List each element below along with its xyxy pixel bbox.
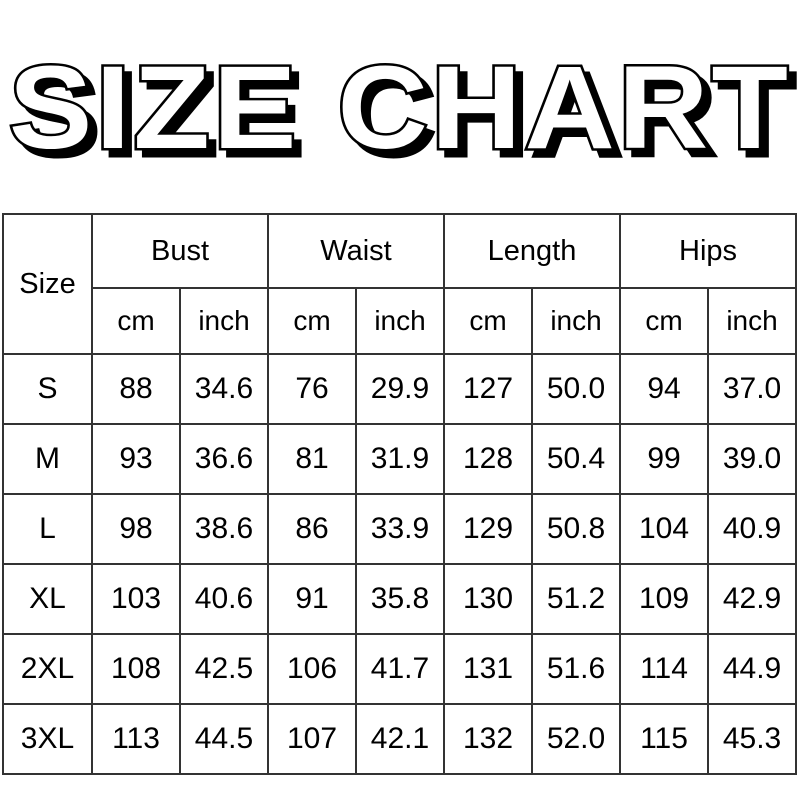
- cell-length-cm: 131: [443, 633, 533, 705]
- cell-waist-cm: 91: [267, 563, 357, 635]
- cell-hips-cm: 94: [619, 353, 710, 425]
- table-header: Size Bust Waist Length Hips cm inch cm i…: [2, 213, 798, 355]
- header-group-waist: Waist: [267, 213, 445, 289]
- header-size: Size: [2, 213, 93, 355]
- cell-length-inch: 52.0: [530, 703, 622, 775]
- cell-length-inch: 50.0: [530, 353, 622, 425]
- table-row: S 88 34.6 76 29.9 127 50.0 94 37.0: [2, 353, 798, 425]
- cell-hips-cm: 109: [619, 563, 710, 635]
- cell-hips-cm: 99: [619, 423, 710, 495]
- cell-length-inch: 51.6: [530, 633, 622, 705]
- cell-waist-inch: 42.1: [355, 703, 445, 775]
- table-row: XL 103 40.6 91 35.8 130 51.2 109 42.9: [2, 563, 798, 635]
- cell-length-inch: 50.8: [530, 493, 622, 565]
- table-row: M 93 36.6 81 31.9 128 50.4 99 39.0: [2, 423, 798, 495]
- cell-length-cm: 129: [443, 493, 533, 565]
- cell-length-cm: 127: [443, 353, 533, 425]
- cell-hips-inch: 44.9: [707, 633, 798, 705]
- header-unit-length-inch: inch: [530, 287, 622, 355]
- cell-waist-cm: 86: [267, 493, 357, 565]
- header-group-hips: Hips: [619, 213, 798, 289]
- cell-bust-cm: 93: [91, 423, 181, 495]
- row-size-label: L: [2, 493, 93, 565]
- row-size-label: 3XL: [2, 703, 93, 775]
- size-chart-table-wrapper: Size Bust Waist Length Hips cm inch cm i…: [2, 213, 798, 775]
- table-row: L 98 38.6 86 33.9 129 50.8 104 40.9: [2, 493, 798, 565]
- cell-hips-inch: 45.3: [707, 703, 798, 775]
- cell-bust-cm: 98: [91, 493, 181, 565]
- cell-hips-inch: 39.0: [707, 423, 798, 495]
- table-row: 2XL 108 42.5 106 41.7 131 51.6 114 44.9: [2, 633, 798, 705]
- table-body: S 88 34.6 76 29.9 127 50.0 94 37.0 M 93 …: [2, 353, 798, 775]
- cell-hips-inch: 40.9: [707, 493, 798, 565]
- title-outline-layer: SIZE CHART: [6, 42, 792, 174]
- header-row-units: cm inch cm inch cm inch cm inch: [3, 287, 798, 355]
- cell-bust-inch: 36.6: [179, 423, 269, 495]
- cell-hips-cm: 115: [619, 703, 710, 775]
- header-unit-waist-inch: inch: [355, 287, 445, 355]
- cell-waist-inch: 31.9: [355, 423, 445, 495]
- cell-waist-cm: 81: [267, 423, 357, 495]
- header-row-groups: Size Bust Waist Length Hips: [2, 213, 798, 355]
- row-size-label: XL: [2, 563, 93, 635]
- cell-waist-inch: 29.9: [355, 353, 445, 425]
- row-size-label: S: [2, 353, 93, 425]
- cell-hips-cm: 114: [619, 633, 710, 705]
- table-row: 3XL 113 44.5 107 42.1 132 52.0 115 45.3: [2, 703, 798, 775]
- cell-bust-inch: 34.6: [179, 353, 269, 425]
- size-chart-table: Size Bust Waist Length Hips cm inch cm i…: [2, 213, 798, 775]
- cell-hips-cm: 104: [619, 493, 710, 565]
- cell-waist-cm: 76: [267, 353, 357, 425]
- cell-length-cm: 130: [443, 563, 533, 635]
- cell-waist-inch: 41.7: [355, 633, 445, 705]
- header-group-bust: Bust: [91, 213, 269, 289]
- header-unit-hips-cm: cm: [619, 287, 710, 355]
- header-unit-bust-cm: cm: [91, 287, 181, 355]
- cell-bust-cm: 88: [91, 353, 181, 425]
- cell-length-inch: 51.2: [530, 563, 622, 635]
- header-group-length: Length: [442, 213, 622, 289]
- cell-waist-cm: 107: [267, 703, 357, 775]
- cell-bust-inch: 42.5: [179, 633, 269, 705]
- cell-bust-cm: 103: [91, 563, 181, 635]
- cell-hips-inch: 42.9: [707, 563, 798, 635]
- row-size-label: M: [2, 423, 93, 495]
- cell-length-inch: 50.4: [530, 423, 622, 495]
- cell-length-cm: 128: [443, 423, 533, 495]
- page-title: SIZE CHART SIZE CHART: [0, 38, 800, 178]
- cell-bust-cm: 108: [91, 633, 181, 705]
- row-size-label: 2XL: [2, 633, 93, 705]
- header-unit-hips-inch: inch: [707, 287, 798, 355]
- header-unit-length-cm: cm: [443, 287, 533, 355]
- title-text-group: SIZE CHART SIZE CHART: [6, 47, 798, 177]
- header-unit-waist-cm: cm: [267, 287, 357, 355]
- cell-bust-inch: 38.6: [179, 493, 269, 565]
- cell-bust-inch: 44.5: [179, 703, 269, 775]
- cell-bust-cm: 113: [91, 703, 181, 775]
- title-shadow-layer: SIZE CHART: [14, 49, 799, 181]
- cell-waist-inch: 33.9: [355, 493, 445, 565]
- cell-length-cm: 132: [443, 703, 533, 775]
- cell-waist-cm: 106: [267, 633, 357, 705]
- cell-bust-inch: 40.6: [179, 563, 269, 635]
- cell-waist-inch: 35.8: [355, 563, 445, 635]
- header-unit-bust-inch: inch: [179, 287, 269, 355]
- cell-hips-inch: 37.0: [707, 353, 798, 425]
